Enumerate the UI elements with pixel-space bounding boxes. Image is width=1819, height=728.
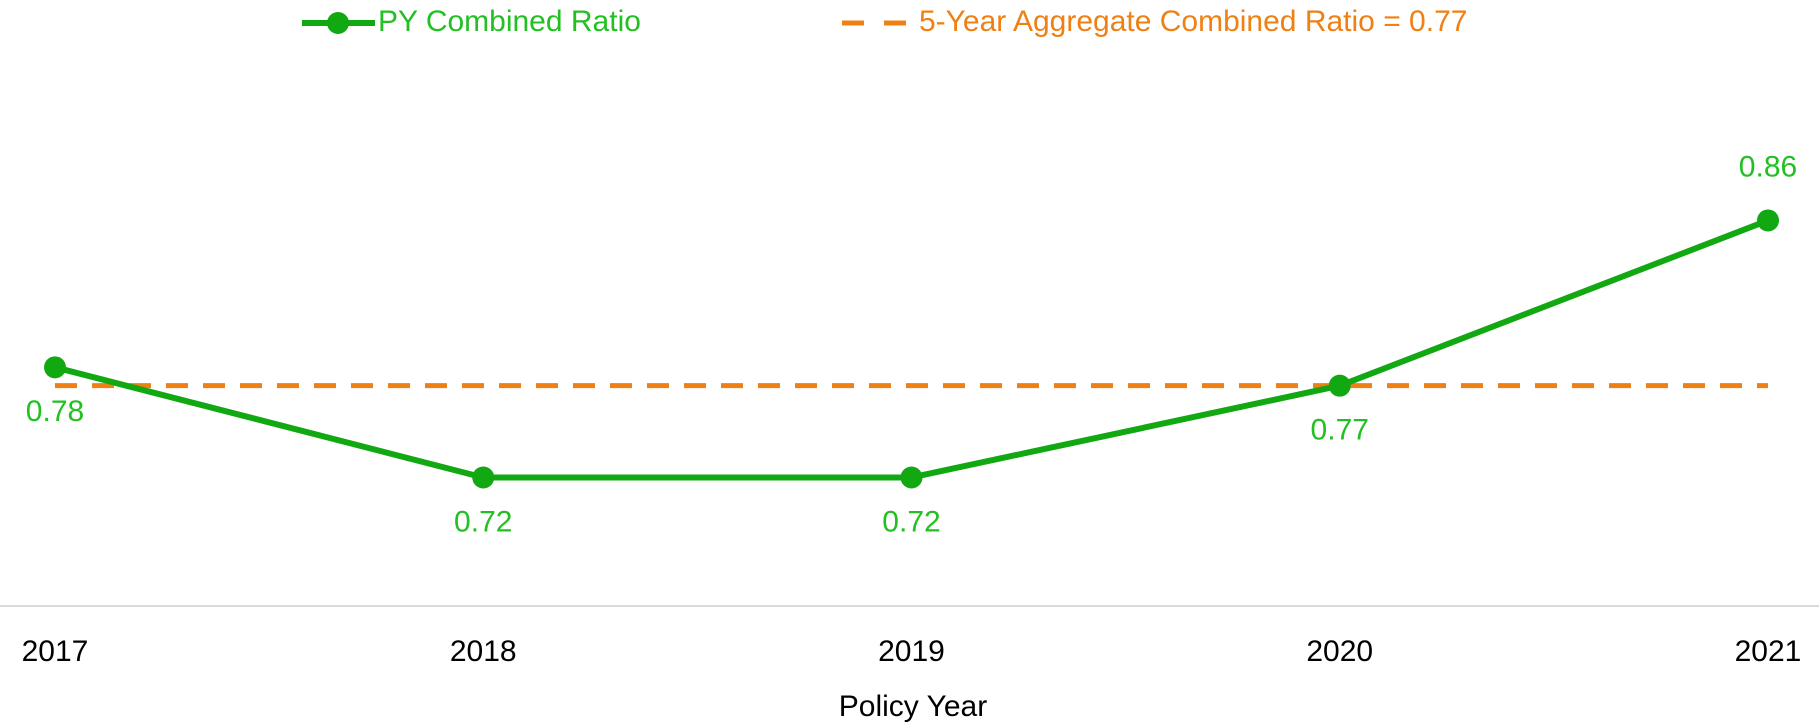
point bbox=[1757, 209, 1779, 232]
x-axis-title: Policy Year bbox=[839, 690, 987, 723]
data-label: 0.77 bbox=[1311, 414, 1369, 447]
point bbox=[1328, 374, 1351, 397]
x-tick-label: 2021 bbox=[1735, 635, 1802, 668]
x-tick-label: 2020 bbox=[1306, 635, 1373, 668]
legend-label: 5-Year Aggregate Combined Ratio = 0.77 bbox=[919, 5, 1467, 38]
legend-marker bbox=[327, 12, 349, 34]
point bbox=[44, 356, 66, 379]
x-tick-label: 2019 bbox=[878, 635, 945, 668]
point bbox=[472, 466, 495, 489]
legend-label: PY Combined Ratio bbox=[378, 5, 641, 38]
point bbox=[900, 466, 923, 489]
data-label: 0.86 bbox=[1739, 150, 1797, 183]
data-label: 0.72 bbox=[882, 505, 940, 538]
x-tick-label: 2018 bbox=[450, 635, 517, 668]
x-tick-label: 2017 bbox=[22, 635, 89, 668]
data-label: 0.72 bbox=[454, 505, 512, 538]
line-series bbox=[54, 217, 1770, 481]
data-label: 0.78 bbox=[26, 395, 84, 428]
